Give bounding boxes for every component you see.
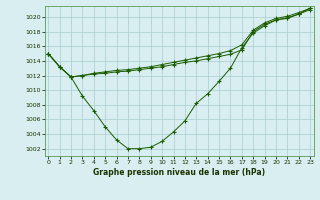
X-axis label: Graphe pression niveau de la mer (hPa): Graphe pression niveau de la mer (hPa) xyxy=(93,168,265,177)
